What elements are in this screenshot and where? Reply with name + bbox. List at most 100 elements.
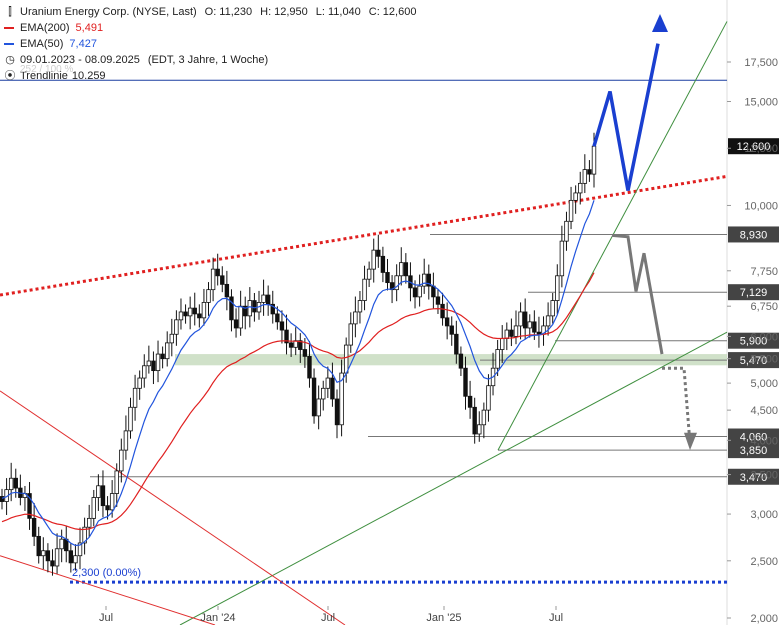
y-tick-label: 5,000 bbox=[750, 378, 778, 390]
level-tag-label: 5,900 bbox=[740, 336, 768, 348]
candle-body bbox=[238, 305, 243, 329]
ema200-line bbox=[1, 272, 595, 531]
candle-body bbox=[477, 424, 482, 435]
candle-body bbox=[192, 307, 197, 315]
candle-body bbox=[509, 329, 514, 337]
candle-body bbox=[261, 294, 266, 303]
x-tick-label: Jul bbox=[99, 612, 113, 624]
candle-body bbox=[325, 377, 331, 389]
candle-body bbox=[178, 311, 184, 321]
close-value: 12,600 bbox=[382, 6, 417, 18]
candle-body bbox=[119, 449, 124, 472]
candle-body bbox=[454, 333, 459, 355]
open-value: 11,230 bbox=[219, 6, 253, 18]
candle-body bbox=[233, 319, 239, 329]
high-value: 12,950 bbox=[274, 6, 308, 18]
candle-body bbox=[187, 307, 193, 317]
low-value: 11,040 bbox=[327, 6, 361, 18]
candle-body bbox=[444, 317, 450, 327]
candle-body bbox=[183, 311, 188, 317]
faint-label: 252 / 100 % bbox=[20, 64, 74, 75]
period-range: 09.01.2023 - 08.09.2025 bbox=[20, 54, 140, 66]
candle-body bbox=[252, 300, 257, 313]
candle-body bbox=[417, 285, 422, 298]
level-tag-label: 4,060 bbox=[740, 432, 768, 444]
level-tag-label: 3,470 bbox=[740, 472, 768, 484]
level-tag bbox=[728, 352, 779, 369]
low-annotation: 2,300 (0.00%) bbox=[72, 567, 141, 579]
candle-body bbox=[545, 315, 551, 327]
candle-body bbox=[275, 313, 280, 323]
candle-body bbox=[132, 387, 138, 408]
candle-body bbox=[532, 321, 537, 333]
candle-body bbox=[385, 272, 390, 284]
candle-body bbox=[137, 377, 142, 389]
candle-body bbox=[591, 145, 597, 175]
level-tag-label: 7,129 bbox=[740, 287, 768, 299]
candle-body bbox=[160, 353, 165, 360]
candle-body bbox=[146, 360, 152, 367]
open-label: O: bbox=[204, 6, 217, 18]
green-trend-line-long bbox=[179, 331, 728, 625]
candle-body bbox=[311, 377, 317, 417]
level-tag bbox=[728, 226, 779, 243]
candle-body bbox=[463, 367, 468, 397]
candle-body bbox=[82, 526, 87, 544]
candle-body bbox=[206, 289, 211, 303]
level-tag bbox=[728, 442, 779, 459]
candle-body bbox=[564, 220, 569, 242]
candle-body bbox=[123, 430, 129, 451]
candle-body bbox=[449, 325, 454, 335]
low-label: L: bbox=[315, 6, 325, 18]
high-label: H: bbox=[260, 6, 272, 18]
candle-body bbox=[91, 497, 96, 519]
candle-body bbox=[279, 321, 285, 331]
candle-body bbox=[500, 338, 505, 350]
candle-body bbox=[376, 249, 381, 257]
candle-body bbox=[31, 517, 37, 537]
candle-body bbox=[128, 406, 133, 432]
candle-body bbox=[59, 538, 64, 550]
ema50-value: 7,427 bbox=[69, 38, 97, 50]
candle-body bbox=[330, 377, 335, 400]
candle-body bbox=[399, 262, 404, 277]
level-tag bbox=[728, 332, 779, 349]
trendline-label: Trendlinie bbox=[20, 70, 68, 82]
candle-body bbox=[472, 406, 477, 435]
clock-icon: ◷ bbox=[5, 54, 15, 66]
candle-body bbox=[215, 268, 220, 277]
bullish-projection bbox=[592, 43, 660, 191]
candle-body bbox=[50, 560, 55, 567]
y-tick-label: 5,500 bbox=[750, 354, 778, 366]
bearish-arrowhead bbox=[684, 432, 697, 451]
candle-body bbox=[36, 535, 41, 557]
candle-body bbox=[27, 493, 32, 519]
candle-body bbox=[422, 273, 427, 287]
candle-body bbox=[210, 268, 216, 291]
candle-body bbox=[86, 517, 92, 528]
candle-body bbox=[394, 275, 399, 291]
candle-body bbox=[307, 355, 312, 379]
y-tick-label: 4,000 bbox=[750, 435, 778, 447]
candle-body bbox=[440, 303, 445, 319]
candle-body bbox=[247, 300, 253, 317]
level-tag-label: 3,850 bbox=[740, 445, 768, 457]
candle-body bbox=[288, 342, 294, 348]
candle-body bbox=[220, 275, 225, 285]
candle-body bbox=[8, 477, 14, 491]
candle-body bbox=[142, 365, 147, 379]
level-tag bbox=[728, 428, 779, 445]
candle-body bbox=[357, 300, 363, 313]
candle-body bbox=[243, 305, 248, 317]
candle-body bbox=[54, 548, 60, 567]
candle-body bbox=[435, 296, 441, 305]
legend-period: ◷ 09.01.2023 - 08.09.2025 (EDT, 3 Jahre,… bbox=[4, 52, 416, 68]
candle-body bbox=[559, 240, 565, 277]
candle-body bbox=[495, 349, 500, 369]
ema200-value: 5,491 bbox=[75, 22, 104, 34]
candle-body bbox=[73, 555, 78, 564]
candle-body bbox=[362, 278, 367, 301]
candle-body bbox=[587, 169, 592, 175]
candle-body bbox=[513, 325, 519, 337]
candle-body bbox=[77, 542, 83, 557]
